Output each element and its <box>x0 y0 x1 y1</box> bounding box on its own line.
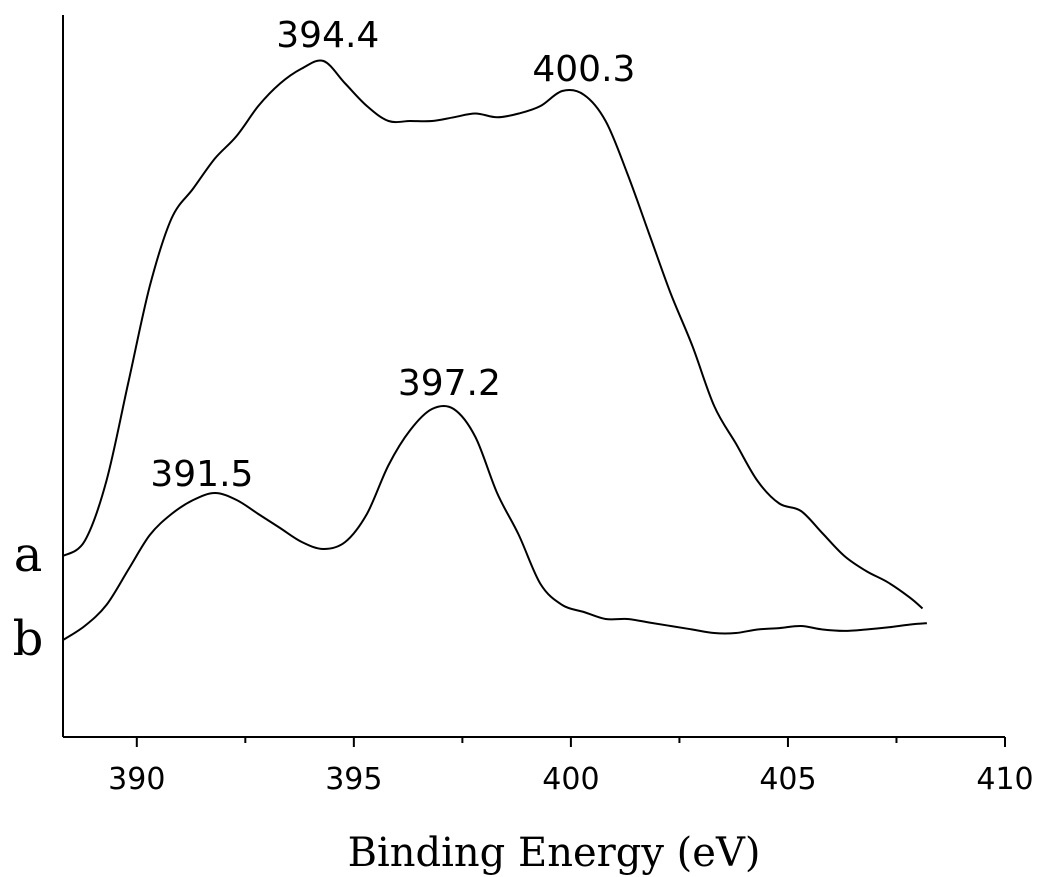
peak-label: 397.2 <box>398 363 501 404</box>
peak-label: 391.5 <box>150 454 253 495</box>
curve-label-b: b <box>13 611 44 667</box>
x-tick-label: 405 <box>759 762 816 797</box>
x-tick-label: 395 <box>325 762 382 797</box>
series-lines <box>62 59 927 641</box>
curve-label-a: a <box>14 527 43 583</box>
series-line-b <box>62 404 927 641</box>
x-axis-ticks: 390 395 400 405 410 <box>108 737 1034 797</box>
series-line-a <box>62 59 924 610</box>
peak-label: 400.3 <box>532 49 635 90</box>
x-axis-title: Binding Energy (eV) <box>348 830 761 876</box>
axes <box>62 15 1005 738</box>
x-tick-label: 390 <box>108 762 165 797</box>
annotations: ab 394.4 400.3 391.5 397.2 <box>13 15 636 667</box>
x-tick-label: 400 <box>542 762 599 797</box>
x-tick-label: 410 <box>976 762 1033 797</box>
peak-label: 394.4 <box>276 15 379 56</box>
